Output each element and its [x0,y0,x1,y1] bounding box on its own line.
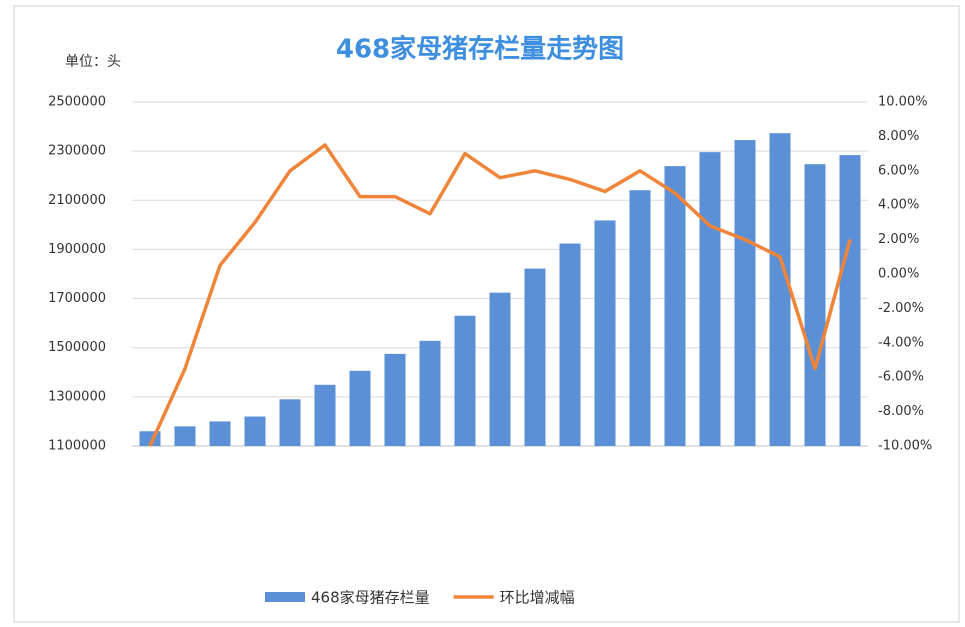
y2-tick-label: 8.00% [878,129,919,144]
bar [174,426,196,446]
y2-tick-label: 4.00% [878,198,919,213]
y2-tick-label: -6.00% [878,370,924,385]
bar [559,243,581,446]
y2-tick-label: 10.00% [878,95,928,110]
bar [524,268,546,446]
bar [734,140,756,447]
bar [769,133,791,446]
y-tick-label: 2300000 [48,144,106,159]
bar [209,421,231,446]
y2-tick-label: 6.00% [878,163,919,178]
y-tick-label: 2500000 [48,95,106,110]
bar [804,164,826,446]
y2-tick-label: -2.00% [878,301,924,316]
line [148,143,852,447]
y-tick-label: 1300000 [48,389,106,404]
bar [839,155,861,446]
bar [384,353,406,446]
chart-title: 468家母猪存栏量走势图 [336,34,624,65]
bar [664,166,686,447]
y-tick-label: 1100000 [48,439,106,454]
bar [454,315,476,446]
y2-tick-label: -10.00% [878,439,932,454]
bar [489,292,511,446]
bar [279,399,301,446]
y-tick-label: 1500000 [48,340,106,355]
y-tick-label: 1700000 [48,291,106,306]
y-tick-label: 1900000 [48,242,106,257]
legend-label: 环比增减幅 [500,589,575,607]
unit-label: 单位：头 [65,54,121,70]
legend-swatch [265,592,305,602]
chart-frame [13,5,960,623]
bar [419,340,441,446]
bar [699,152,721,446]
bar [629,190,651,446]
bar [349,370,371,446]
y2-tick-label: -4.00% [878,335,924,350]
y2-tick-label: 2.00% [878,232,919,247]
y2-tick-label: -8.00% [878,404,924,419]
bar [594,220,616,446]
legend-label: 468家母猪存栏量 [311,589,430,607]
y-tick-label: 2100000 [48,193,106,208]
bar [244,416,266,446]
y2-tick-label: 0.00% [878,267,919,282]
bar [314,384,336,446]
